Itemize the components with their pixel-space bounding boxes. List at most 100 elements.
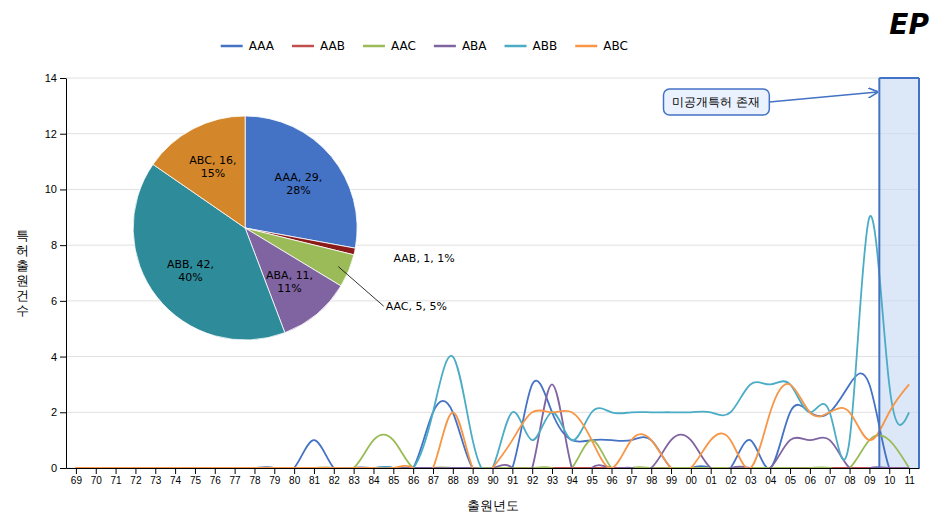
tick-label: 6 [51,295,57,307]
legend-item: AAB [292,39,345,53]
tick-mark [155,468,156,474]
tick: 73 [150,468,162,486]
pie-slices [133,116,357,340]
tick: 89 [468,468,480,486]
tick: 72 [130,468,142,486]
tick-mark [195,468,196,474]
tick: 08 [845,468,857,486]
tick: 74 [170,468,182,486]
tick-mark [60,134,66,135]
x-axis-title: 출원년도 [467,498,519,513]
highlight-border [879,78,919,468]
tick-mark [770,468,771,474]
tick-mark [731,468,732,474]
x-axis: 6970717273747576777879808182838485868788… [67,468,920,486]
tick-mark [235,468,236,474]
tick-label: 11 [904,475,915,486]
tick-mark [60,301,66,302]
tick-mark [274,468,275,474]
tick-mark [294,468,295,474]
tick-label: 83 [349,475,361,486]
highlight-region [879,78,919,468]
tick-label: 93 [547,475,559,486]
tick-mark [592,468,593,474]
tick: 06 [805,468,817,486]
tick: 0 [51,462,66,474]
tick-mark [413,468,414,474]
tick: 76 [210,468,222,486]
tick-label: 72 [130,475,142,486]
highlight-edge [878,78,880,468]
axis-line [66,79,67,469]
tick-mark [512,468,513,474]
legend-item: ABC [575,39,628,53]
series-line [76,384,909,468]
tick-label: 00 [686,475,698,486]
tick: 6 [51,295,66,307]
tick: 93 [547,468,559,486]
legend-label: ABB [533,39,558,53]
tick: 80 [289,468,301,486]
tick: 92 [527,468,539,486]
legend-label: AAA [249,39,275,53]
tick: 05 [785,468,797,486]
tick: 04 [765,468,777,486]
legend-item: ABA [434,39,487,53]
tick: 81 [309,468,321,486]
tick-label: 03 [745,475,757,486]
legend-swatch [434,45,456,48]
pie-label: ABB, 42,40% [167,258,214,284]
tick-mark [889,468,890,474]
tick-label: 04 [765,475,777,486]
tick: 02 [725,468,737,486]
tick: 78 [249,468,261,486]
text-line: 출 [16,258,29,273]
tick: 88 [448,468,460,486]
chart-root: 6970717273747576777879808182838485868788… [0,0,943,520]
tick: 83 [349,468,361,486]
tick-mark [60,468,66,469]
legend-swatch [575,45,597,48]
tick-label: 81 [309,475,321,486]
tick-mark [691,468,692,474]
tick-label: 77 [230,475,242,486]
tick: 95 [587,468,599,486]
series-line [76,435,909,468]
tick: 86 [408,468,420,486]
annotation: 미공개특허 존재 [663,89,877,115]
tick-label: 06 [805,475,817,486]
tick: 2 [51,406,66,418]
y-axis: 02468101214 [45,72,67,474]
tick: 97 [626,468,638,486]
tick: 09 [864,468,876,486]
tick-mark [116,468,117,474]
text-line: 건 [16,288,29,303]
tick: 01 [706,468,718,486]
tick-label: 98 [646,475,658,486]
tick-label: 08 [845,475,857,486]
tick-label: 73 [150,475,162,486]
tick-mark [433,468,434,474]
tick: 03 [745,468,757,486]
tick: 07 [825,468,837,486]
legend-swatch [505,45,527,48]
tick-mark [60,78,66,79]
tick-label: 01 [706,475,718,486]
legend: AAAAABAACABAABBABC [221,39,628,53]
legend-label: ABA [462,39,487,53]
text-line: 40% [178,271,202,284]
legend-label: AAB [320,39,345,53]
tick-label: 07 [825,475,837,486]
tick-label: 82 [329,475,341,486]
tick-label: 76 [210,475,222,486]
tick-mark [850,468,851,474]
tick: 14 [45,72,66,84]
annotation-text: 미공개특허 존재 [672,95,760,109]
text-line: ABA, 11, [266,269,313,282]
tick-label: 8 [51,239,57,251]
pie-label: AAA, 29,28% [275,171,323,197]
tick-mark [790,468,791,474]
tick-label: 95 [587,475,599,486]
tick-mark [60,245,66,246]
series-line [76,384,909,468]
